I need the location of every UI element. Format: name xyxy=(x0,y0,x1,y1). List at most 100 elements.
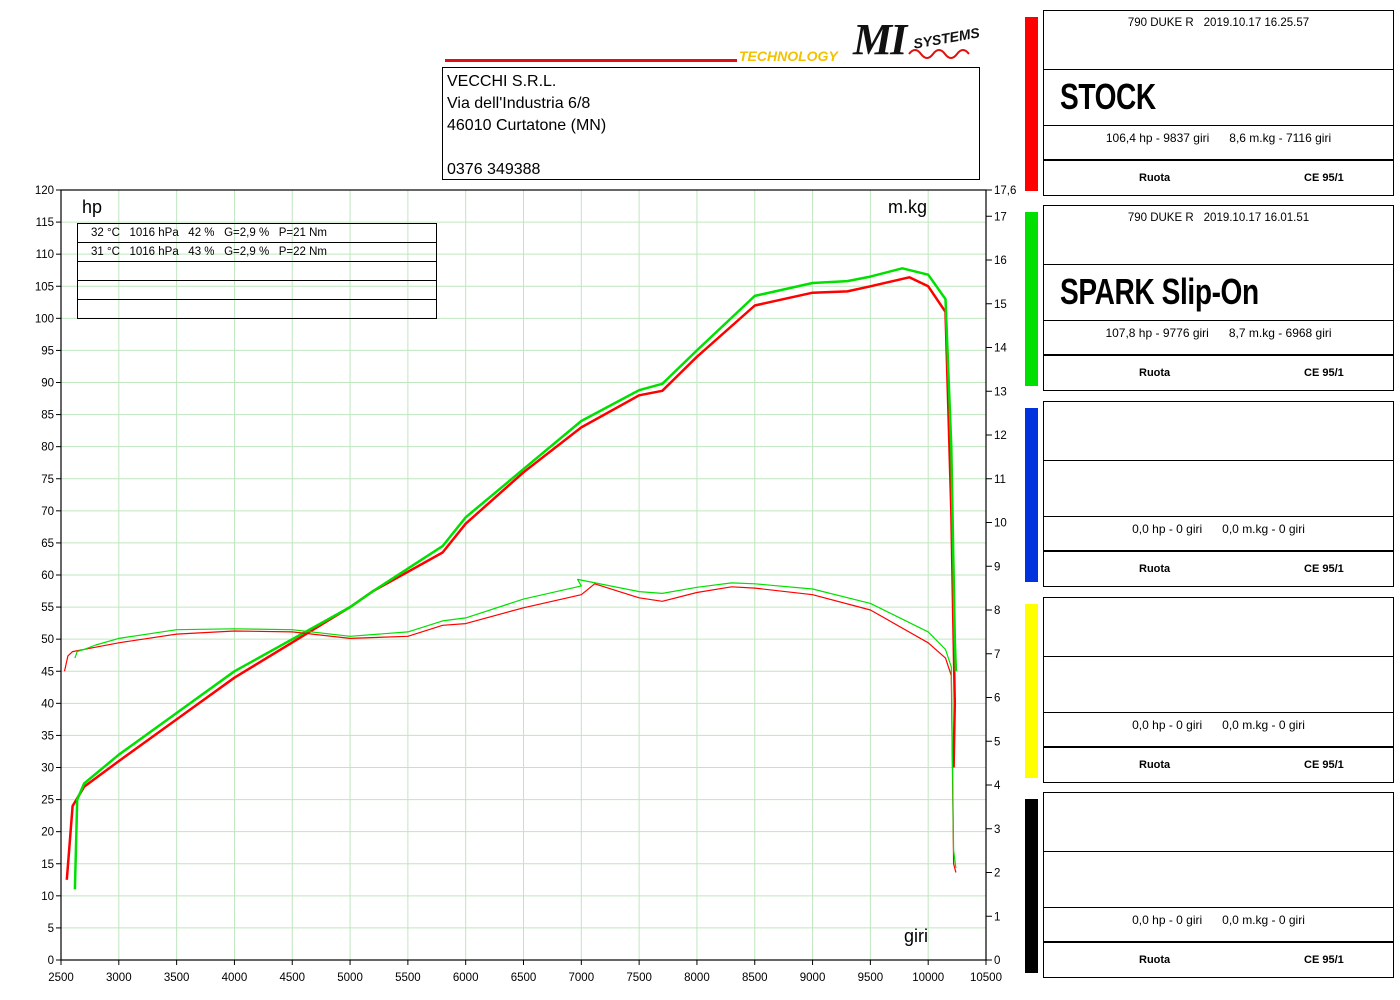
y2-tick-label: 17,6 xyxy=(994,185,1016,197)
run-power-stat: 106,4 hp - 9837 giri xyxy=(1105,131,1210,145)
run-footer: Ruota CE 95/1 xyxy=(1044,161,1393,195)
y-tick-label: 15 xyxy=(41,859,54,871)
company-name: VECCHI S.R.L. xyxy=(447,73,557,90)
run-card-body: 0,0 hp - 0 giri 0,0 m.kg - 0 giri Ruota CE… xyxy=(1043,597,1394,783)
y-tick-label: 45 xyxy=(41,666,54,678)
run-color-bar xyxy=(1025,212,1038,386)
spark-power-line xyxy=(73,267,958,890)
x-tick-label: 9000 xyxy=(800,972,826,984)
run-meta: 790 DUKE R 2019.10.17 16.01.51 xyxy=(1044,206,1393,265)
y2-tick-label: 2 xyxy=(994,868,1000,880)
y-tick-label: 55 xyxy=(41,602,54,614)
run-stats: 0,0 hp - 0 giri 0,0 m.kg - 0 giri xyxy=(1044,908,1393,943)
runs-panel: 790 DUKE R 2019.10.17 16.25.57 STOCK 106,… xyxy=(1020,10,1396,990)
x-axis-label: giri xyxy=(904,926,929,946)
y-tick-label: 65 xyxy=(41,538,54,550)
spark-torque-line xyxy=(74,578,957,869)
conditions-table: 32 °C 1016 hPa 42 % G=2,9 % P=21 Nm 31 °… xyxy=(77,223,437,319)
run-mode: Ruota xyxy=(1139,563,1171,575)
run-standard: CE 95/1 xyxy=(1304,367,1344,379)
y2-tick-label: 7 xyxy=(994,649,1000,661)
run-torque-stat: 0,0 m.kg - 0 giri xyxy=(1222,522,1305,536)
company-phone: 0376 349388 xyxy=(447,161,541,178)
y2-tick-label: 0 xyxy=(994,955,1000,967)
run-color-bar xyxy=(1025,799,1038,973)
run-card-1[interactable]: 790 DUKE R 2019.10.17 16.25.57 STOCK 106,… xyxy=(1020,10,1396,196)
run-color-bar xyxy=(1025,604,1038,778)
run-name-row xyxy=(1044,657,1393,713)
run-mode: Ruota xyxy=(1139,954,1171,966)
company-street: Via dell'Industria 6/8 xyxy=(447,95,591,112)
run-mode: Ruota xyxy=(1139,172,1171,184)
run-model: 790 DUKE R xyxy=(1127,212,1194,224)
run-torque-stat: 8,7 m.kg - 6968 giri xyxy=(1228,326,1332,340)
chart-series xyxy=(63,267,958,890)
run-name-row: SPARK Slip-On xyxy=(1044,265,1393,321)
run-card-4[interactable]: 0,0 hp - 0 giri 0,0 m.kg - 0 giri Ruota CE… xyxy=(1020,597,1396,783)
x-tick-label: 10000 xyxy=(912,972,944,984)
y2-tick-label: 17 xyxy=(994,211,1007,223)
chart-axes: 2500 3000 3500 4000 4500 5000 5500 6000 6500 7000… xyxy=(35,185,1017,984)
run-power-stat: 0,0 hp - 0 giri xyxy=(1132,913,1203,927)
x-tick-label: 3500 xyxy=(164,972,190,984)
y2-tick-label: 8 xyxy=(994,605,1000,617)
y2-tick-label: 1 xyxy=(994,911,1000,923)
mi-systems-logo: TECHNOLOGY MI SYSTEMS xyxy=(445,10,1005,68)
x-tick-label: 9500 xyxy=(858,972,884,984)
run-footer: Ruota CE 95/1 xyxy=(1044,748,1393,782)
run-footer: Ruota CE 95/1 xyxy=(1044,552,1393,586)
run-standard: CE 95/1 xyxy=(1304,563,1344,575)
run-standard: CE 95/1 xyxy=(1304,172,1344,184)
y-tick-label: 75 xyxy=(41,474,54,486)
y-tick-label: 90 xyxy=(41,378,54,390)
y2-tick-label: 10 xyxy=(994,518,1007,530)
run-card-5[interactable]: 0,0 hp - 0 giri 0,0 m.kg - 0 giri Ruota CE… xyxy=(1020,792,1396,978)
y-tick-label: 105 xyxy=(35,281,54,293)
x-tick-label: 7000 xyxy=(569,972,595,984)
run-power-stat: 107,8 hp - 9776 giri xyxy=(1105,326,1209,340)
run-power-stat: 0,0 hp - 0 giri xyxy=(1132,718,1203,732)
run-footer: Ruota CE 95/1 xyxy=(1044,943,1393,977)
x-tick-label: 4000 xyxy=(222,972,248,984)
y-tick-label: 70 xyxy=(41,506,54,518)
y-tick-label: 95 xyxy=(41,345,54,357)
y-tick-label: 60 xyxy=(41,570,54,582)
run-name: SPARK Slip-On xyxy=(1060,271,1259,312)
run-name-row xyxy=(1044,852,1393,908)
run-meta xyxy=(1044,402,1393,461)
run-torque-stat: 0,0 m.kg - 0 giri xyxy=(1222,913,1305,927)
x-tick-label: 10500 xyxy=(970,972,1002,984)
conditions-row xyxy=(78,281,436,300)
x-tick-label: 2500 xyxy=(48,972,74,984)
run-color-bar xyxy=(1025,408,1038,582)
logo-wave-icon xyxy=(908,49,970,59)
run-card-3[interactable]: 0,0 hp - 0 giri 0,0 m.kg - 0 giri Ruota CE… xyxy=(1020,401,1396,587)
run-standard: CE 95/1 xyxy=(1304,759,1344,771)
company-city: 46010 Curtatone (MN) xyxy=(447,117,607,134)
run-name-row: STOCK xyxy=(1044,70,1393,126)
y-axis-label-right: m.kg xyxy=(888,197,928,217)
run-footer: Ruota CE 95/1 xyxy=(1044,356,1393,390)
x-tick-label: 7500 xyxy=(626,972,652,984)
y-tick-label: 85 xyxy=(41,410,54,422)
run-torque-stat: 0,0 m.kg - 0 giri xyxy=(1222,718,1305,732)
x-tick-label: 3000 xyxy=(106,972,132,984)
logo-brand-text: MI xyxy=(853,15,907,64)
x-tick-label: 6500 xyxy=(511,972,537,984)
run-color-bar xyxy=(1025,17,1038,191)
run-card-2[interactable]: 790 DUKE R 2019.10.17 16.01.51 SPARK Slip… xyxy=(1020,205,1396,391)
company-address-box: VECCHI S.R.L. Via dell'Industria 6/8 460… xyxy=(442,67,980,180)
run-meta: 790 DUKE R 2019.10.17 16.25.57 xyxy=(1044,11,1393,70)
y-tick-label: 80 xyxy=(41,442,54,454)
run-meta xyxy=(1044,793,1393,852)
run-stats: 106,4 hp - 9837 giri 8,6 m.kg - 7116 giri xyxy=(1044,126,1393,161)
dyno-chart: 2500 3000 3500 4000 4500 5000 5500 6000 6500 7000… xyxy=(35,185,1017,984)
run-standard: CE 95/1 xyxy=(1304,954,1344,966)
y-axis-label-left: hp xyxy=(82,197,103,217)
x-tick-label: 5500 xyxy=(395,972,421,984)
y2-tick-label: 16 xyxy=(994,255,1007,267)
conditions-row xyxy=(78,262,436,281)
conditions-row: 31 °C 1016 hPa 43 % G=2,9 % P=22 Nm xyxy=(78,243,436,262)
run-stats: 0,0 hp - 0 giri 0,0 m.kg - 0 giri xyxy=(1044,713,1393,748)
x-tick-label: 4500 xyxy=(279,972,305,984)
